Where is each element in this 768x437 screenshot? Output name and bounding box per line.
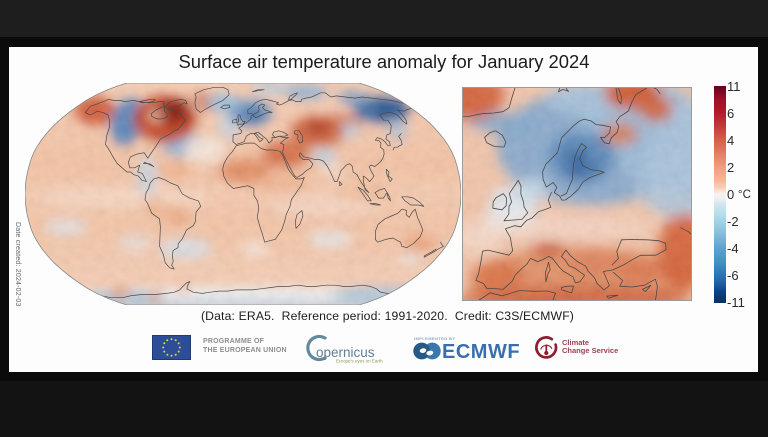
- svg-text:opernicus: opernicus: [316, 345, 375, 360]
- svg-text:Europe's eyes on Earth: Europe's eyes on Earth: [336, 359, 383, 364]
